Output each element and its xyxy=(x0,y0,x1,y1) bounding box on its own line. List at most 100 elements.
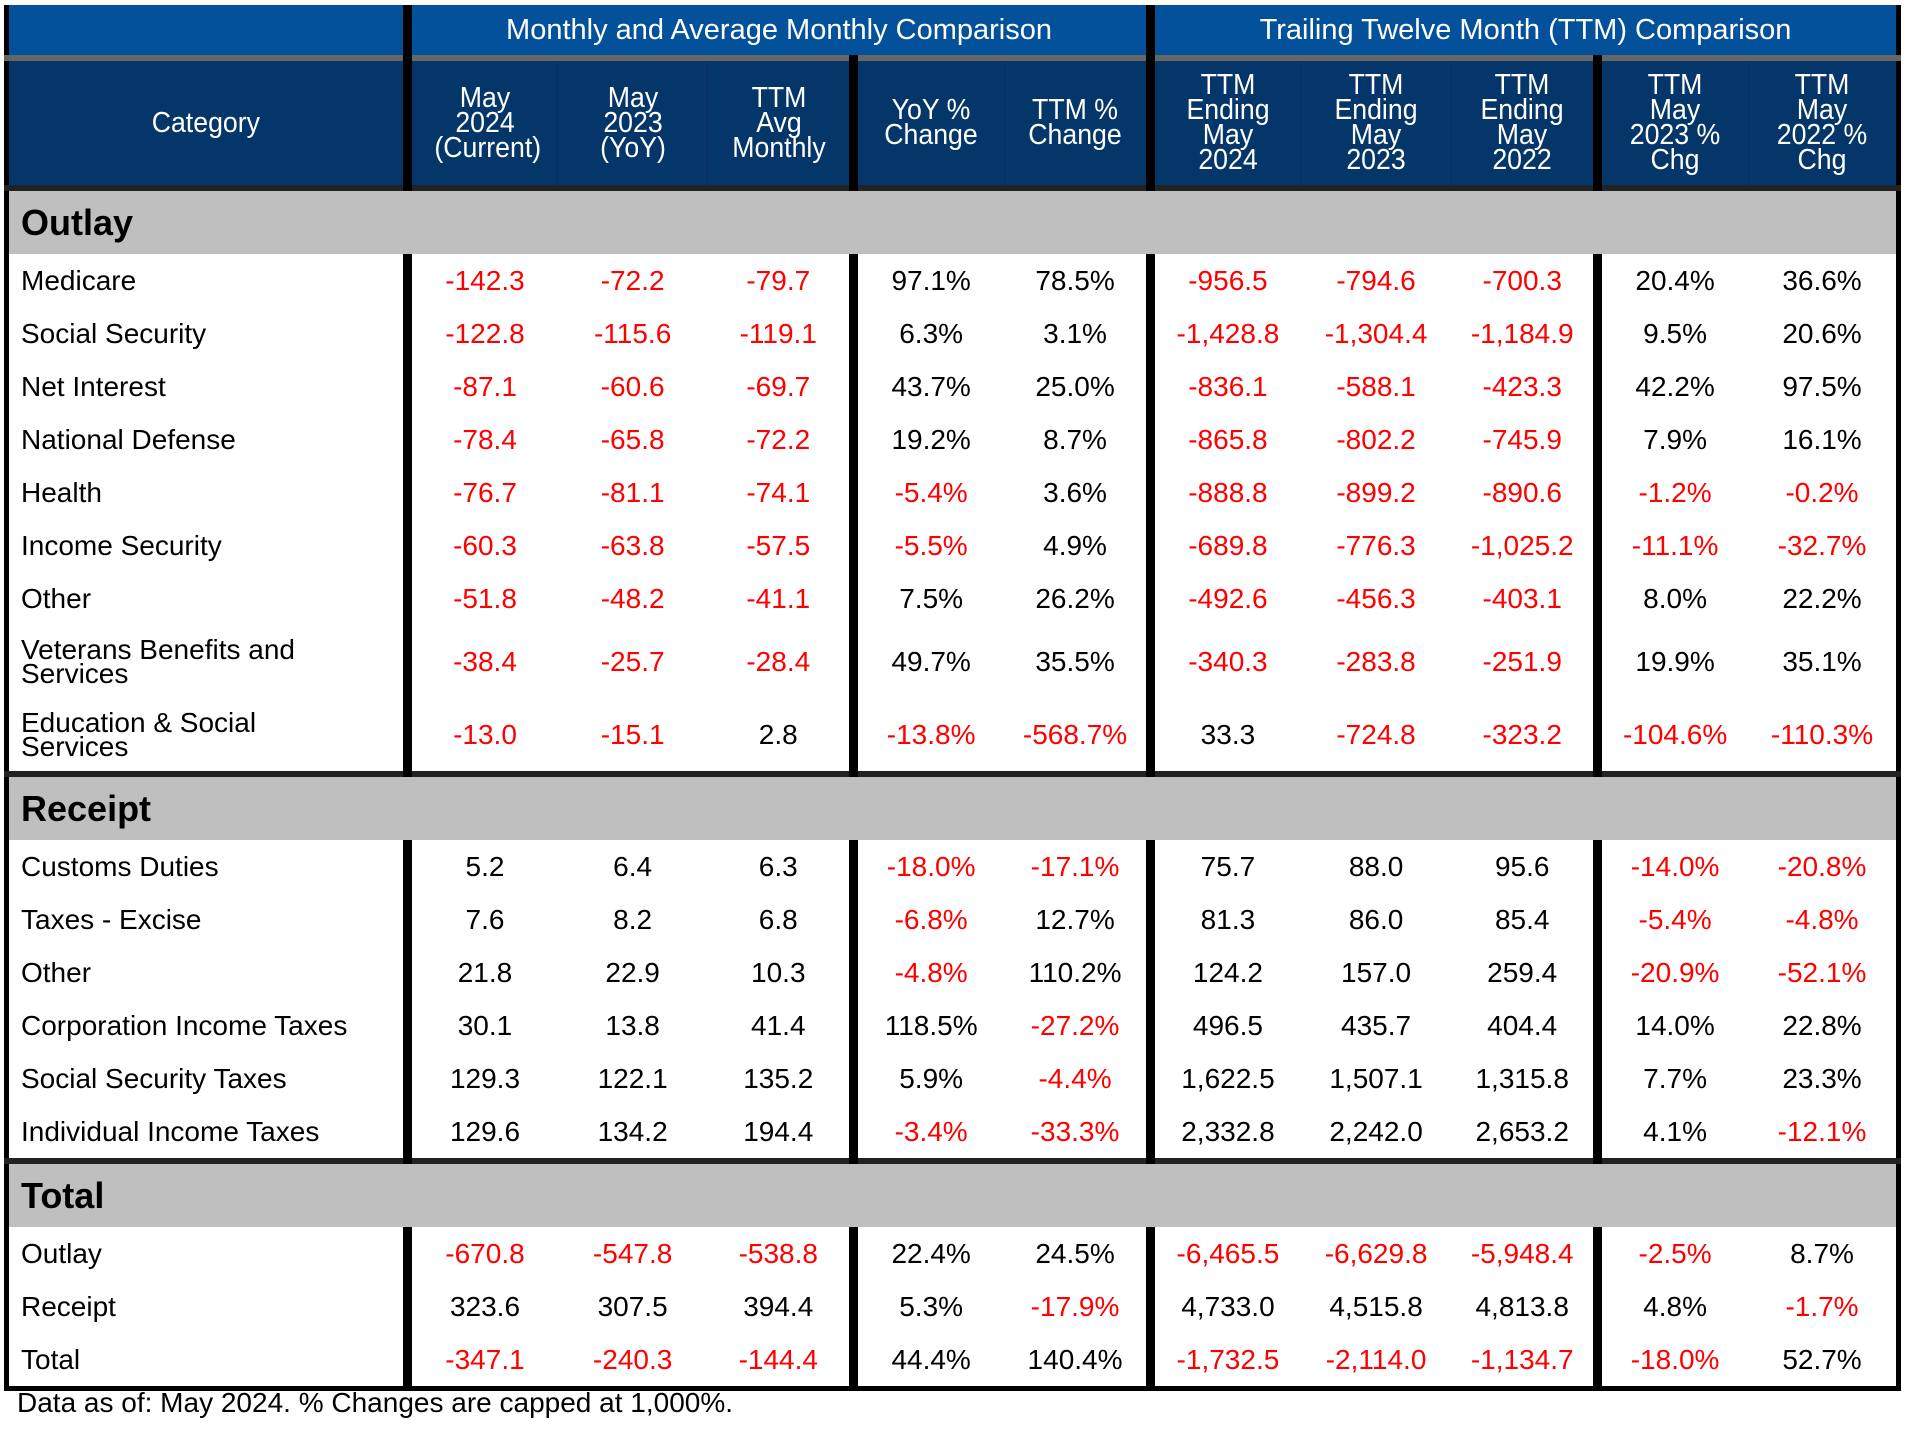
cell-value: 26.2% xyxy=(1004,572,1151,625)
cell-value: 12.7% xyxy=(1004,893,1151,946)
cell-value: -18.0% xyxy=(1593,1333,1749,1391)
cell-value: -13.0 xyxy=(403,698,558,774)
cell-value: 135.2 xyxy=(707,1052,854,1105)
table-row: Total -347.1 -240.3 -144.4 44.4% 140.4% -1,732… xyxy=(3,1333,1902,1391)
cell-value: 35.5% xyxy=(1004,625,1151,698)
cell-value: -347.1 xyxy=(403,1333,558,1391)
cell-value: 3.6% xyxy=(1004,466,1151,519)
cell-value: 6.3 xyxy=(707,840,854,893)
cell-value: 33.3 xyxy=(1145,698,1301,774)
cell-value: 122.1 xyxy=(557,1052,708,1105)
cell-value: -4.4% xyxy=(1004,1052,1151,1105)
row-category: Other xyxy=(3,572,408,625)
cell-value: -1,732.5 xyxy=(1145,1333,1301,1391)
cell-value: -144.4 xyxy=(707,1333,854,1391)
cell-value: -104.6% xyxy=(1593,698,1749,774)
cell-value: 22.2% xyxy=(1748,572,1902,625)
group-header-ttm: Trailing Twelve Month (TTM) Comparison xyxy=(1145,5,1902,61)
cell-value: 140.4% xyxy=(1004,1333,1151,1391)
row-category: Total xyxy=(3,1333,408,1391)
column-header-label: TTM Ending May 2023 xyxy=(1334,69,1418,176)
column-header-label: May 2023 (YoY) xyxy=(599,81,666,164)
cell-value: -423.3 xyxy=(1451,360,1598,413)
cell-value: 22.8% xyxy=(1748,999,1902,1052)
cell-value: 1,315.8 xyxy=(1451,1052,1598,1105)
cell-value: 22.4% xyxy=(849,1227,1005,1280)
column-header-ttm-may-2023-chg: TTM May 2023 % Chg xyxy=(1593,58,1749,188)
table-row: Income Security -60.3 -63.8 -57.5 -5.5% 4.9% -… xyxy=(3,519,1902,572)
column-header-may-2024-current-: May 2024 (Current) xyxy=(403,58,558,188)
cell-value: 6.4 xyxy=(557,840,708,893)
row-category: Medicare xyxy=(3,254,408,307)
row-category: Customs Duties xyxy=(3,840,408,893)
cell-value: -836.1 xyxy=(1145,360,1301,413)
cell-value: 10.3 xyxy=(707,946,854,999)
cell-value: -28.4 xyxy=(707,625,854,698)
cell-value: -5.4% xyxy=(1593,893,1749,946)
row-category: Net Interest xyxy=(3,360,408,413)
cell-value: -72.2 xyxy=(707,413,854,466)
cell-value: 1,507.1 xyxy=(1300,1052,1452,1105)
cell-value: -38.4 xyxy=(403,625,558,698)
cell-value: -51.8 xyxy=(403,572,558,625)
section-header-receipt: Receipt xyxy=(4,771,1901,840)
table-row: Other 21.8 22.9 10.3 -4.8% 110.2% 124.2 157.0 25… xyxy=(3,946,1902,999)
cell-value: 6.8 xyxy=(707,893,854,946)
column-header-ttm-ending-may-2022: TTM Ending May 2022 xyxy=(1450,58,1598,188)
table-row: Other -51.8 -48.2 -41.1 7.5% 26.2% -492.6 -456.… xyxy=(3,572,1902,625)
table-row: Social Security -122.8 -115.6 -119.1 6.3% 3.1… xyxy=(3,307,1902,360)
cell-value: 194.4 xyxy=(707,1105,854,1161)
cell-value: 52.7% xyxy=(1748,1333,1902,1391)
row-category: Social Security Taxes xyxy=(3,1052,408,1105)
cell-value: -745.9 xyxy=(1451,413,1598,466)
cell-value: -81.1 xyxy=(557,466,708,519)
table-row: Veterans Benefits and Services -38.4 -25.7… xyxy=(3,625,1902,698)
column-header-label: Category xyxy=(151,106,261,139)
cell-value: -588.1 xyxy=(1300,360,1452,413)
column-header-label: TTM Avg Monthly xyxy=(731,81,826,164)
cell-value: -65.8 xyxy=(557,413,708,466)
column-header-label: TTM % Change xyxy=(1028,94,1123,151)
column-header-row: Category May 2024 (Current) May 2023 (YoY)… xyxy=(3,58,1902,188)
cell-value: -794.6 xyxy=(1300,254,1452,307)
cell-value: 24.5% xyxy=(1004,1227,1151,1280)
column-header-label: TTM Ending May 2024 xyxy=(1186,69,1270,176)
cell-value: -1.7% xyxy=(1748,1280,1902,1333)
cell-value: -63.8 xyxy=(557,519,708,572)
column-header-label: May 2024 (Current) xyxy=(434,81,541,164)
cell-value: 43.7% xyxy=(849,360,1005,413)
cell-value: 21.8 xyxy=(403,946,558,999)
cell-value: 2,332.8 xyxy=(1145,1105,1301,1161)
table-row: Outlay -670.8 -547.8 -538.8 22.4% 24.5% -6,465… xyxy=(3,1227,1902,1280)
cell-value: -6.8% xyxy=(849,893,1005,946)
column-header-label: TTM May 2022 % Chg xyxy=(1777,69,1868,176)
cell-value: -888.8 xyxy=(1145,466,1301,519)
cell-value: 4,515.8 xyxy=(1300,1280,1452,1333)
column-header-ttm-avg-monthly: TTM Avg Monthly xyxy=(706,58,854,188)
cell-value: 9.5% xyxy=(1593,307,1749,360)
cell-value: -2,114.0 xyxy=(1300,1333,1452,1391)
cell-value: -5.4% xyxy=(849,466,1005,519)
cell-value: -48.2 xyxy=(557,572,708,625)
cell-value: 323.6 xyxy=(403,1280,558,1333)
cell-value: -79.7 xyxy=(707,254,854,307)
cell-value: -76.7 xyxy=(403,466,558,519)
cell-value: -251.9 xyxy=(1451,625,1598,698)
cell-value: 404.4 xyxy=(1451,999,1598,1052)
column-header-may-2023-yoy-: May 2023 (YoY) xyxy=(557,58,708,188)
cell-value: 30.1 xyxy=(403,999,558,1052)
cell-value: -33.3% xyxy=(1004,1105,1151,1161)
cell-value: 20.4% xyxy=(1593,254,1749,307)
cell-value: -78.4 xyxy=(403,413,558,466)
cell-value: -14.0% xyxy=(1593,840,1749,893)
cell-value: 35.1% xyxy=(1748,625,1902,698)
cell-value: -0.2% xyxy=(1748,466,1902,519)
cell-value: -52.1% xyxy=(1748,946,1902,999)
cell-value: -340.3 xyxy=(1145,625,1301,698)
cell-value: -802.2 xyxy=(1300,413,1452,466)
cell-value: -2.5% xyxy=(1593,1227,1749,1280)
cell-value: -456.3 xyxy=(1300,572,1452,625)
cell-value: -110.3% xyxy=(1748,698,1902,774)
cell-value: -41.1 xyxy=(707,572,854,625)
row-category: Social Security xyxy=(3,307,408,360)
